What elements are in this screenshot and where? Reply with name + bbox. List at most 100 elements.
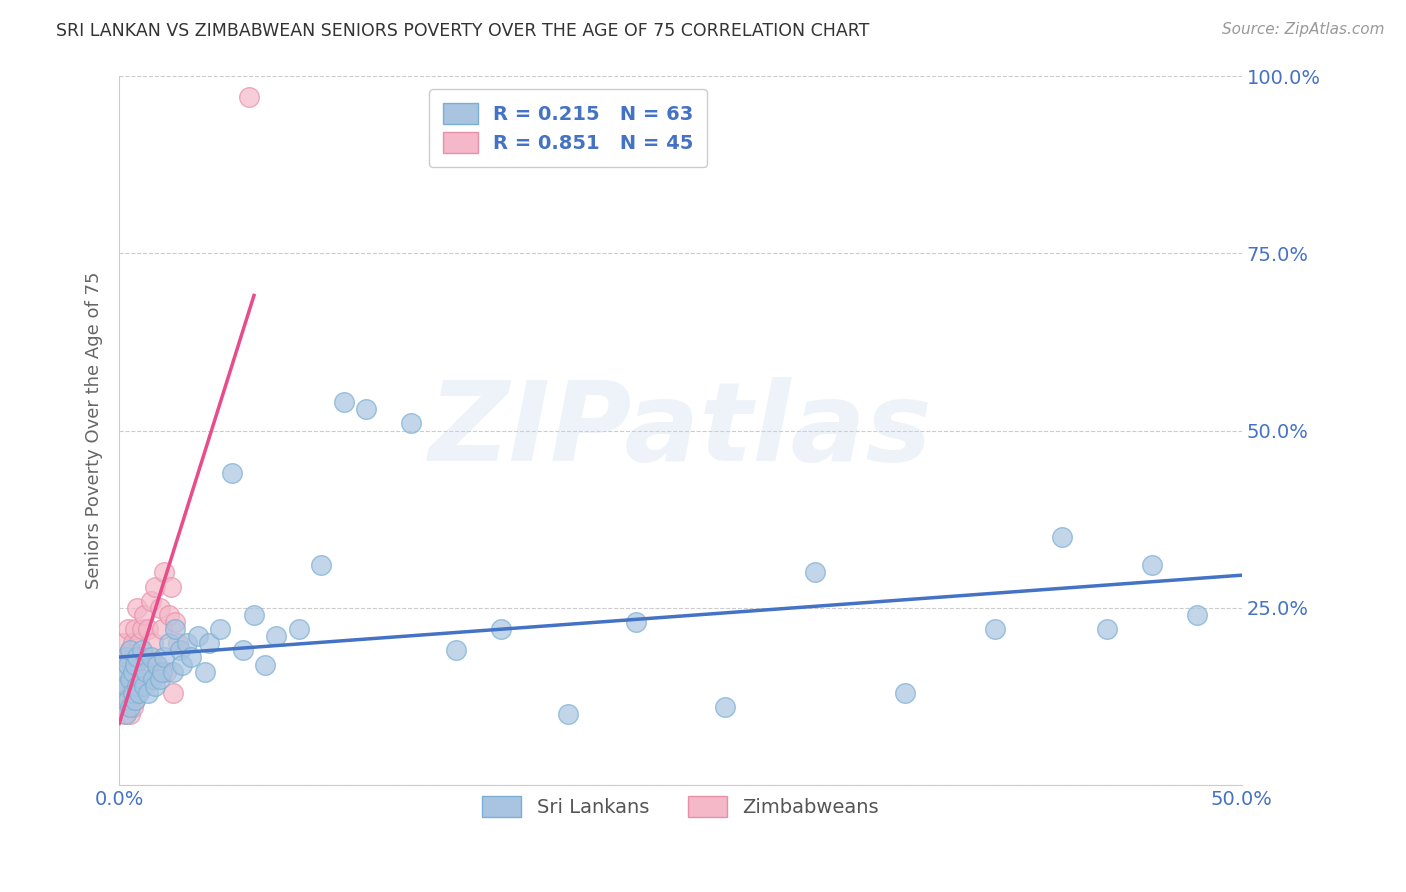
- Point: [146, 657, 169, 672]
- Point: [139, 650, 162, 665]
- Point: [128, 686, 150, 700]
- Point: [804, 566, 827, 580]
- Point: [138, 686, 160, 700]
- Point: [131, 672, 153, 686]
- Point: [176, 636, 198, 650]
- Point: [115, 679, 138, 693]
- Point: [160, 580, 183, 594]
- Point: [120, 672, 142, 686]
- Point: [121, 636, 143, 650]
- Point: [221, 466, 243, 480]
- Point: [172, 657, 194, 672]
- Point: [115, 650, 138, 665]
- Point: [243, 607, 266, 622]
- Point: [121, 665, 143, 679]
- Point: [117, 657, 139, 672]
- Point: [354, 402, 377, 417]
- Point: [165, 622, 187, 636]
- Point: [150, 622, 173, 636]
- Point: [128, 679, 150, 693]
- Point: [120, 643, 142, 657]
- Point: [117, 622, 139, 636]
- Text: ZIPatlas: ZIPatlas: [429, 377, 932, 484]
- Point: [444, 643, 467, 657]
- Point: [117, 693, 139, 707]
- Point: [115, 700, 138, 714]
- Point: [254, 657, 277, 672]
- Point: [121, 679, 143, 693]
- Point: [132, 607, 155, 622]
- Point: [131, 672, 153, 686]
- Point: [115, 707, 138, 722]
- Point: [120, 700, 142, 714]
- Point: [311, 558, 333, 573]
- Point: [112, 693, 135, 707]
- Point: [162, 665, 184, 679]
- Point: [162, 686, 184, 700]
- Text: Source: ZipAtlas.com: Source: ZipAtlas.com: [1222, 22, 1385, 37]
- Y-axis label: Seniors Poverty Over the Age of 75: Seniors Poverty Over the Age of 75: [86, 272, 103, 590]
- Point: [238, 90, 260, 104]
- Point: [155, 665, 177, 679]
- Point: [110, 679, 132, 693]
- Text: SRI LANKAN VS ZIMBABWEAN SENIORS POVERTY OVER THE AGE OF 75 CORRELATION CHART: SRI LANKAN VS ZIMBABWEAN SENIORS POVERTY…: [56, 22, 870, 40]
- Point: [132, 679, 155, 693]
- Point: [143, 580, 166, 594]
- Point: [984, 622, 1007, 636]
- Point: [139, 593, 162, 607]
- Point: [124, 693, 146, 707]
- Point: [121, 700, 143, 714]
- Point: [153, 650, 176, 665]
- Point: [131, 643, 153, 657]
- Point: [624, 615, 647, 629]
- Point: [112, 707, 135, 722]
- Point: [110, 650, 132, 665]
- Point: [131, 622, 153, 636]
- Point: [266, 629, 288, 643]
- Point: [1050, 530, 1073, 544]
- Point: [146, 657, 169, 672]
- Point: [399, 417, 422, 431]
- Point: [149, 672, 172, 686]
- Point: [149, 600, 172, 615]
- Point: [127, 600, 149, 615]
- Point: [124, 622, 146, 636]
- Point: [142, 672, 165, 686]
- Point: [124, 693, 146, 707]
- Point: [557, 707, 579, 722]
- Point: [232, 643, 254, 657]
- Point: [117, 657, 139, 672]
- Point: [128, 636, 150, 650]
- Point: [169, 643, 191, 657]
- Point: [180, 650, 202, 665]
- Point: [150, 665, 173, 679]
- Point: [127, 650, 149, 665]
- Point: [124, 657, 146, 672]
- Point: [1185, 607, 1208, 622]
- Point: [157, 636, 180, 650]
- Point: [121, 686, 143, 700]
- Legend: Sri Lankans, Zimbabweans: Sri Lankans, Zimbabweans: [474, 789, 887, 825]
- Point: [209, 622, 232, 636]
- Point: [153, 566, 176, 580]
- Point: [117, 693, 139, 707]
- Point: [135, 665, 157, 679]
- Point: [187, 629, 209, 643]
- Point: [112, 636, 135, 650]
- Point: [127, 686, 149, 700]
- Point: [127, 650, 149, 665]
- Point: [120, 643, 142, 657]
- Point: [194, 665, 217, 679]
- Point: [135, 650, 157, 665]
- Point: [112, 672, 135, 686]
- Point: [143, 679, 166, 693]
- Point: [110, 693, 132, 707]
- Point: [166, 636, 188, 650]
- Point: [127, 679, 149, 693]
- Point: [138, 622, 160, 636]
- Point: [132, 665, 155, 679]
- Point: [115, 650, 138, 665]
- Point: [142, 636, 165, 650]
- Point: [198, 636, 221, 650]
- Point: [115, 679, 138, 693]
